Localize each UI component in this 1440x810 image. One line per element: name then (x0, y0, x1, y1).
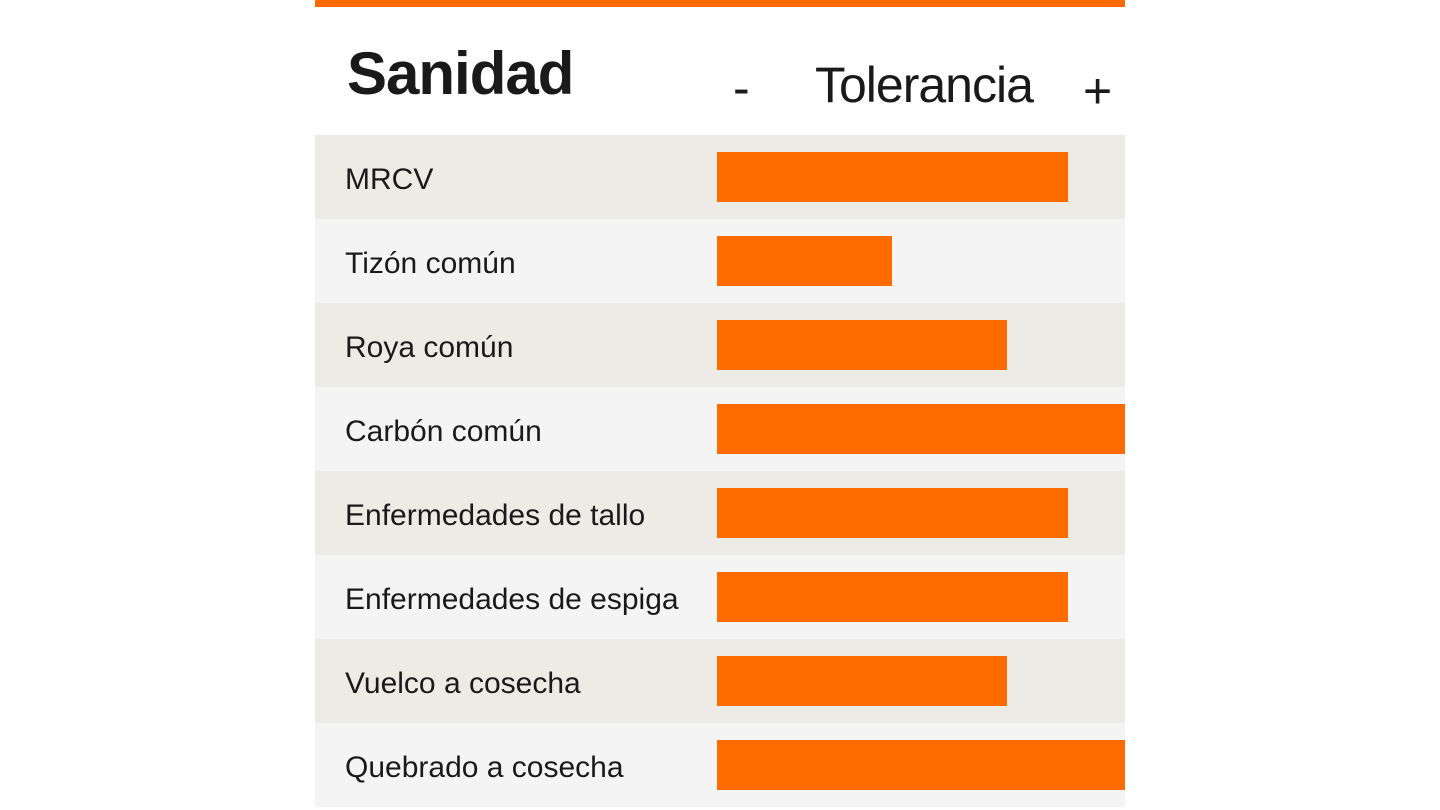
category-label: Quebrado a cosecha (345, 751, 624, 784)
bar-rows: MRCV Tizón común Roya común Carbón común Enf… (315, 135, 1125, 807)
category-label: Tizón común (345, 247, 516, 280)
category-label: Vuelco a cosecha (345, 667, 581, 700)
chart-title: Sanidad (347, 40, 574, 107)
category-label: Enfermedades de tallo (345, 499, 646, 532)
chart-row: Vuelco a cosecha (315, 639, 1125, 723)
bar (717, 656, 1007, 706)
bar (717, 572, 1068, 622)
bar (717, 740, 1125, 790)
bar (717, 320, 1007, 370)
chart-row: Roya común (315, 303, 1125, 387)
scale-max-label: + (1083, 63, 1112, 119)
bar (717, 488, 1068, 538)
scale-axis-label: Tolerancia (815, 57, 1034, 113)
category-label: Roya común (345, 331, 514, 364)
chart-row: Carbón común (315, 387, 1125, 471)
category-label: Carbón común (345, 415, 542, 448)
bar (717, 152, 1068, 202)
category-label: MRCV (345, 163, 434, 196)
bar (717, 404, 1125, 454)
chart-row: MRCV (315, 135, 1125, 219)
accent-rule (315, 0, 1125, 7)
chart-row: Enfermedades de tallo (315, 471, 1125, 555)
chart-row: Tizón común (315, 219, 1125, 303)
chart-row: Enfermedades de espiga (315, 555, 1125, 639)
bar (717, 236, 892, 286)
category-label: Enfermedades de espiga (345, 583, 679, 616)
chart-card: Sanidad - Tolerancia + MRCV Tizón común Ro… (315, 0, 1125, 810)
chart-row: Quebrado a cosecha (315, 723, 1125, 807)
scale-min-label: - (733, 60, 750, 116)
